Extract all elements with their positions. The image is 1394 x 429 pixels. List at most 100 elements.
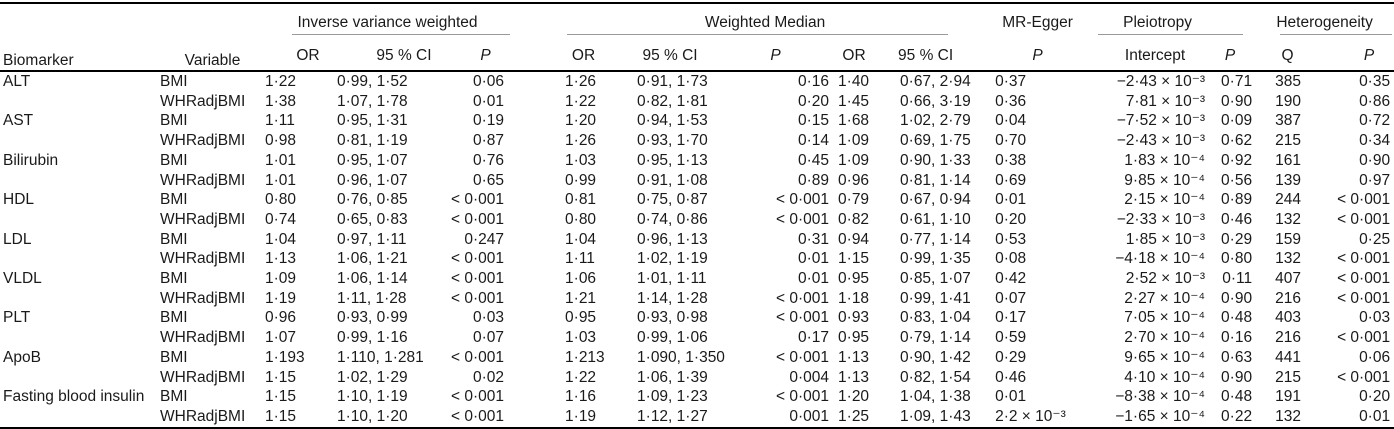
ivw-or-cell: 0·74 bbox=[265, 210, 297, 228]
ivw-or-cell: 1·01 bbox=[265, 151, 297, 169]
wm-or-cell: 0·80 bbox=[565, 210, 597, 228]
heterogeneity-q-cell: 139 bbox=[1275, 171, 1301, 189]
ivw-ci-cell: 0·97, 1·11 bbox=[337, 230, 407, 248]
wm-ci-cell: 0·75, 0·87 bbox=[637, 191, 708, 209]
subheader-egger-or: OR bbox=[832, 38, 899, 72]
egger-ci-cell: 0·82, 1·54 bbox=[900, 368, 971, 386]
wm-or-cell: 1·06 bbox=[565, 270, 597, 288]
table-row: WHRadjBMI 1·07 0·99, 1·16 0·07 1·03 0·99… bbox=[0, 328, 1394, 348]
egger-or-cell: 1·09 bbox=[838, 151, 870, 169]
ivw-p-cell: 0·02 bbox=[473, 368, 505, 386]
wm-p-cell: 0·16 bbox=[798, 73, 830, 90]
heterogeneity-p-cell: < 0·001 bbox=[1337, 270, 1391, 288]
egger-or-cell: 1·45 bbox=[838, 92, 870, 110]
table-row: LDL BMI 1·04 0·97, 1·11 0·247 1·04 0·96,… bbox=[0, 230, 1394, 250]
variable-cell: BMI bbox=[160, 388, 188, 406]
ivw-p-cell: < 0·001 bbox=[451, 348, 505, 366]
wm-p-cell: 0·17 bbox=[798, 329, 830, 347]
egger-or-cell: 1·13 bbox=[838, 368, 870, 386]
subheader-egger-p: P bbox=[990, 38, 1086, 72]
egger-or-cell: 0·95 bbox=[838, 329, 870, 347]
egger-p-cell: 0·01 bbox=[995, 191, 1027, 209]
ivw-ci-cell: 1·10, 1·19 bbox=[337, 388, 408, 406]
ivw-ci-cell: 0·81, 1·19 bbox=[337, 132, 408, 150]
egger-or-cell: 0·95 bbox=[838, 270, 870, 288]
wm-ci-cell: 0·99, 1·06 bbox=[637, 329, 708, 347]
table-row: WHRadjBMI 1·15 1·02, 1·29 0·02 1·22 1·06… bbox=[0, 368, 1394, 388]
biomarker-cell: VLDL bbox=[3, 270, 42, 288]
variable-cell: BMI bbox=[160, 309, 188, 327]
subheader-pleiotropy-p: P bbox=[1205, 38, 1256, 72]
group-label-mr-egger: MR-Egger bbox=[1002, 14, 1073, 31]
egger-p-cell: 2·2 × 10⁻³ bbox=[995, 407, 1066, 425]
wm-or-cell: 0·95 bbox=[565, 309, 597, 327]
egger-p-cell: 0·17 bbox=[995, 309, 1027, 327]
wm-ci-cell: 1·090, 1·350 bbox=[637, 348, 725, 366]
wm-ci-cell: 0·96, 1·13 bbox=[637, 230, 708, 248]
heterogeneity-p-cell: 0·25 bbox=[1359, 230, 1391, 248]
pleiotropy-p-cell: 0·16 bbox=[1221, 329, 1253, 347]
table-row: WHRadjBMI 1·13 1·06, 1·21 < 0·001 1·11 1… bbox=[0, 249, 1394, 269]
wm-p-cell: < 0·001 bbox=[776, 309, 830, 327]
ivw-p-cell: 0·01 bbox=[473, 92, 505, 110]
heterogeneity-q-cell: 132 bbox=[1275, 407, 1301, 425]
ivw-p-cell: < 0·001 bbox=[451, 270, 505, 288]
table-row: AST BMI 1·11 0·95, 1·31 0·19 1·20 0·94, … bbox=[0, 111, 1394, 131]
subheader-ivw-p: P bbox=[447, 38, 511, 72]
heterogeneity-p-cell: < 0·001 bbox=[1337, 210, 1391, 228]
heterogeneity-q-cell: 407 bbox=[1275, 270, 1301, 288]
spanner-rule-ivw bbox=[292, 34, 511, 35]
pleiotropy-intercept-cell: −4·18 × 10⁻⁴ bbox=[1115, 250, 1206, 268]
pleiotropy-p-cell: 0·48 bbox=[1221, 388, 1253, 406]
pleiotropy-p-cell: 0·56 bbox=[1221, 171, 1253, 189]
heterogeneity-q-cell: 403 bbox=[1275, 309, 1301, 327]
table-row: WHRadjBMI 1·15 1·10, 1·20 < 0·001 1·19 1… bbox=[0, 407, 1394, 428]
egger-ci-cell: 0·81, 1·14 bbox=[900, 171, 971, 189]
group-header-heterogeneity: Heterogeneity bbox=[1255, 3, 1394, 38]
wm-ci-cell: 0·93, 0·98 bbox=[637, 309, 708, 327]
biomarker-cell bbox=[0, 249, 160, 269]
wm-or-cell: 1·16 bbox=[565, 388, 597, 406]
wm-or-cell: 1·11 bbox=[565, 250, 595, 268]
biomarker-cell: PLT bbox=[3, 309, 31, 327]
ivw-or-cell: 1·15 bbox=[265, 368, 297, 386]
ivw-or-cell: 1·04 bbox=[265, 230, 297, 248]
pleiotropy-intercept-cell: 7·81 × 10⁻³ bbox=[1125, 92, 1206, 110]
wm-or-cell: 1·19 bbox=[565, 407, 597, 425]
ivw-p-cell: 0·87 bbox=[473, 132, 505, 150]
variable-cell: BMI bbox=[160, 112, 188, 130]
wm-p-cell: < 0·001 bbox=[776, 210, 830, 228]
ivw-or-cell: 1·13 bbox=[265, 250, 297, 268]
egger-p-cell: 0·70 bbox=[995, 132, 1027, 150]
wm-p-cell: 0·20 bbox=[798, 92, 830, 110]
egger-p-cell: 0·38 bbox=[995, 151, 1027, 169]
variable-cell: WHRadjBMI bbox=[160, 250, 246, 268]
subheader-ivw-or: OR bbox=[265, 38, 337, 72]
egger-or-cell: 0·82 bbox=[838, 210, 870, 228]
egger-p-cell: 0·59 bbox=[995, 329, 1027, 347]
subheader-ivw-ci: 95 % CI bbox=[337, 38, 447, 72]
variable-cell: WHRadjBMI bbox=[160, 210, 246, 228]
heterogeneity-q-cell: 244 bbox=[1275, 191, 1301, 209]
biomarker-cell bbox=[0, 92, 160, 112]
variable-cell: BMI bbox=[160, 191, 188, 209]
wm-or-cell: 1·03 bbox=[565, 329, 597, 347]
ivw-ci-cell: 1·11, 1·28 bbox=[337, 289, 407, 307]
pleiotropy-p-cell: 0·11 bbox=[1222, 270, 1253, 288]
biomarker-cell bbox=[0, 328, 160, 348]
ivw-ci-cell: 1·110, 1·281 bbox=[337, 348, 424, 366]
wm-or-cell: 0·99 bbox=[565, 171, 597, 189]
ivw-ci-cell: 1·02, 1·29 bbox=[337, 368, 408, 386]
subheader-wm-or: OR bbox=[510, 38, 636, 72]
biomarker-cell bbox=[0, 131, 160, 151]
wm-ci-cell: 1·09, 1·23 bbox=[637, 388, 708, 406]
pleiotropy-intercept-cell: 9·65 × 10⁻⁴ bbox=[1124, 348, 1206, 366]
egger-or-cell: 1·13 bbox=[838, 348, 870, 366]
variable-cell: BMI bbox=[160, 73, 188, 90]
heterogeneity-q-cell: 216 bbox=[1275, 289, 1301, 307]
heterogeneity-q-cell: 387 bbox=[1275, 112, 1301, 130]
pleiotropy-intercept-cell: 2·27 × 10⁻⁴ bbox=[1124, 289, 1206, 307]
wm-or-cell: 1·04 bbox=[565, 230, 597, 248]
egger-or-cell: 1·18 bbox=[838, 289, 870, 307]
